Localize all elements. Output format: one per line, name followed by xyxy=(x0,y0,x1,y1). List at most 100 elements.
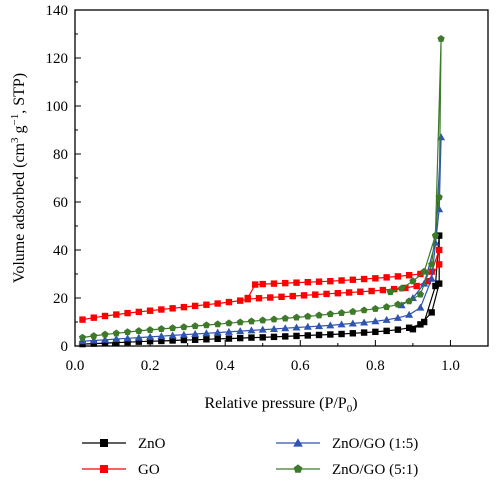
data-point xyxy=(179,330,188,338)
data-point xyxy=(146,332,155,340)
data-point xyxy=(191,336,199,343)
series xyxy=(79,246,443,323)
x-tick-label: 0.2 xyxy=(141,358,160,374)
data-point xyxy=(278,293,285,300)
data-point xyxy=(237,297,244,304)
data-point xyxy=(124,309,131,317)
data-point xyxy=(371,305,379,312)
data-point xyxy=(224,327,233,335)
plot-area xyxy=(78,35,446,348)
data-point xyxy=(180,336,188,344)
data-point xyxy=(431,231,440,239)
data-point xyxy=(157,332,166,340)
data-point xyxy=(393,313,402,321)
data-point xyxy=(293,464,303,473)
data-point xyxy=(123,334,132,342)
data-point xyxy=(214,320,222,328)
x-tick-label: 1.0 xyxy=(441,358,460,374)
data-point xyxy=(180,323,188,331)
x-axis: 0.0 0.2 0.4 0.6 0.8 1.0 xyxy=(66,340,460,374)
data-point xyxy=(158,337,165,345)
data-point xyxy=(293,332,300,340)
data-point xyxy=(409,277,417,285)
data-point xyxy=(191,302,199,310)
data-point xyxy=(270,280,278,287)
data-point xyxy=(135,327,143,334)
data-point xyxy=(349,307,357,315)
data-point xyxy=(315,331,323,339)
legend-label: ZnO xyxy=(138,436,166,452)
data-point xyxy=(90,332,98,339)
data-point xyxy=(225,298,233,306)
data-point xyxy=(345,289,353,296)
data-point xyxy=(225,335,233,342)
data-point xyxy=(124,338,131,346)
data-point xyxy=(315,311,323,319)
data-point xyxy=(258,325,267,333)
data-point xyxy=(78,333,87,341)
data-point xyxy=(323,290,330,298)
x-tick-label: 0.8 xyxy=(366,358,385,374)
data-point xyxy=(402,284,409,292)
data-point xyxy=(427,274,436,282)
data-point xyxy=(259,316,267,324)
data-point xyxy=(281,324,290,332)
data-point xyxy=(405,272,413,279)
data-point xyxy=(428,260,436,268)
data-point xyxy=(435,232,443,239)
data-point xyxy=(420,267,428,275)
data-point xyxy=(270,315,278,323)
legend-item: ZnO/GO (5:1) xyxy=(276,462,418,478)
data-point xyxy=(255,295,263,302)
data-point xyxy=(312,291,319,298)
data-point xyxy=(267,294,274,301)
data-point xyxy=(304,278,311,286)
data-point xyxy=(281,314,289,322)
data-point xyxy=(101,330,109,338)
data-point xyxy=(244,294,251,302)
data-point xyxy=(398,284,406,292)
data-point xyxy=(169,324,177,332)
series-line xyxy=(82,249,440,321)
data-point xyxy=(371,317,380,325)
data-point xyxy=(405,310,414,318)
data-point xyxy=(100,465,108,473)
data-point xyxy=(413,282,420,290)
y-tick-label: 140 xyxy=(46,3,69,19)
data-point xyxy=(382,315,391,323)
data-point xyxy=(270,333,278,341)
y-tick-label: 120 xyxy=(46,51,69,67)
data-point xyxy=(282,333,289,340)
data-point xyxy=(90,314,97,321)
series xyxy=(79,232,443,348)
data-point xyxy=(225,319,233,327)
legend-item: GO xyxy=(82,462,160,478)
data-point xyxy=(360,318,369,326)
data-point xyxy=(379,286,387,294)
data-point xyxy=(259,334,266,341)
data-point xyxy=(360,275,368,283)
data-point xyxy=(180,303,188,311)
data-point xyxy=(300,292,308,299)
x-axis-label: Relative pressure (P/P0) xyxy=(204,395,357,415)
data-point xyxy=(435,261,443,268)
y-axis-label: Volume adsorbed (cm3 g−1, STP) xyxy=(9,73,28,283)
data-point xyxy=(282,279,289,287)
data-point xyxy=(247,326,256,334)
data-point xyxy=(360,306,368,314)
data-point xyxy=(326,321,335,329)
data-point xyxy=(420,318,428,326)
data-point xyxy=(89,336,98,344)
legend-label: GO xyxy=(138,462,160,478)
data-point xyxy=(435,280,443,287)
data-point xyxy=(113,311,120,318)
data-point xyxy=(146,307,154,314)
y-axis: 0 20 40 60 80 100 120 140 xyxy=(46,3,81,355)
y-tick-label: 60 xyxy=(53,195,68,211)
data-point xyxy=(394,300,402,308)
data-point xyxy=(304,332,311,339)
data-point xyxy=(409,326,417,333)
data-point xyxy=(417,270,424,278)
data-point xyxy=(112,329,120,337)
y-tick-label: 0 xyxy=(61,339,69,355)
